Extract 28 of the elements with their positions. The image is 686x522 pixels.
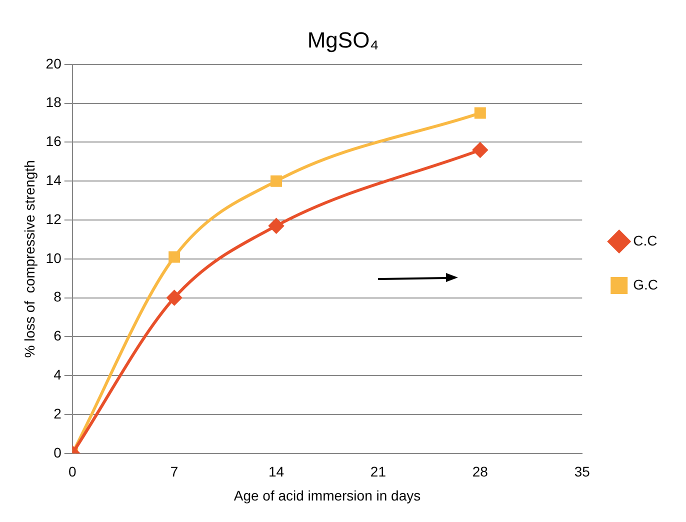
chart-title: MgSO₄ xyxy=(307,27,379,52)
point xyxy=(270,175,282,187)
x-tick-label: 28 xyxy=(472,464,488,480)
y-tick-label: 16 xyxy=(46,133,62,150)
y-tick-label: 18 xyxy=(46,94,62,110)
x-tick-label: 21 xyxy=(370,464,386,480)
x-tick-label: 7 xyxy=(170,464,178,480)
point xyxy=(474,107,486,119)
y-axis-title: % loss of compressive strength xyxy=(21,160,38,358)
y-tick-label: 14 xyxy=(46,172,62,188)
y-tick-label: 6 xyxy=(54,328,62,344)
x-tick-label: 0 xyxy=(68,464,76,480)
legend-label: G.C xyxy=(633,276,658,292)
point xyxy=(168,251,180,263)
x-tick-label: 14 xyxy=(268,464,284,480)
y-tick-label: 8 xyxy=(54,288,62,305)
x-axis-title: Age of acid immersion in days xyxy=(234,487,421,504)
y-tick-label: 12 xyxy=(46,210,62,227)
point xyxy=(166,290,182,306)
y-tick-label: 0 xyxy=(54,444,62,460)
y-tick-label: 10 xyxy=(46,250,62,266)
y-tick-label: 4 xyxy=(54,366,62,382)
x-tick-label: 35 xyxy=(574,464,590,480)
y-tick-label: 20 xyxy=(46,55,62,72)
point xyxy=(268,218,284,234)
legend-label: C.C xyxy=(633,232,658,248)
point xyxy=(472,142,488,158)
y-tick-label: 2 xyxy=(54,405,62,422)
